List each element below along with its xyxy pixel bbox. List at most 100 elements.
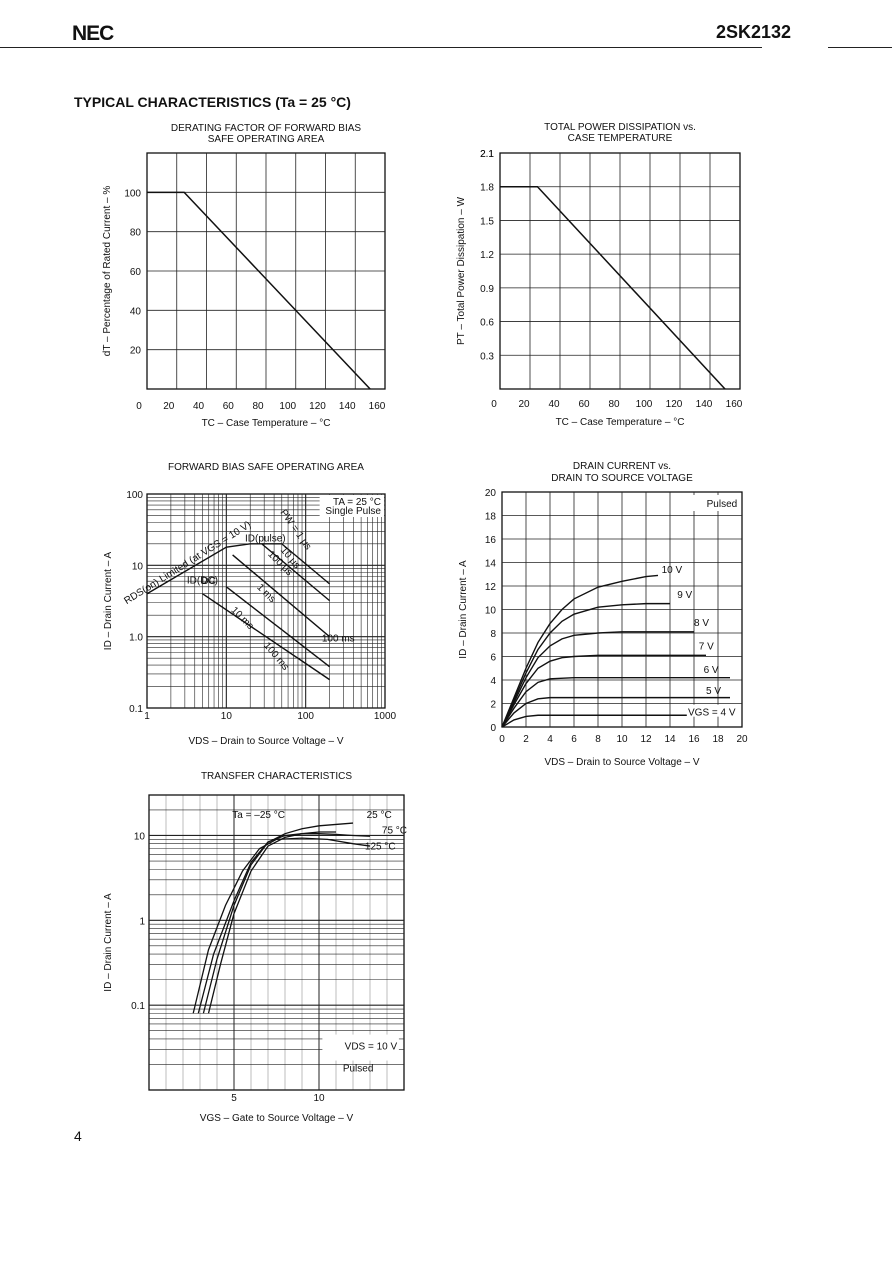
chart-title-5: TRANSFER CHARACTERISTICS [201, 771, 352, 782]
y-tick-label: 20 [130, 346, 142, 357]
x-tick-label: 10 [313, 1093, 325, 1104]
x-axis-label: VDS – Drain to Source Voltage – V [544, 757, 699, 768]
ambient-temp-label: TA = 25 °C [333, 497, 381, 508]
x-tick-label: 80 [252, 401, 264, 412]
vgs-label-bg [686, 704, 739, 717]
curve-label: 7 V [699, 641, 714, 652]
section-title: TYPICAL CHARACTERISTICS (Ta = 25 °C) [74, 94, 351, 110]
y-tick-label: 0.6 [480, 318, 494, 329]
curve-label: 8 V [694, 618, 709, 629]
x-tick-label: 0 [136, 401, 142, 412]
x-axis-label: TC – Case Temperature – °C [202, 418, 331, 429]
y-tick-label: 80 [130, 228, 142, 239]
y-tick-label: 40 [130, 306, 142, 317]
curve-label: 75 °C [382, 826, 407, 837]
soa-boundary [281, 543, 330, 585]
header-rule-right [828, 47, 892, 48]
id-curve [501, 714, 730, 728]
curve-label: 9 V [677, 590, 692, 601]
x-tick-label: 140 [339, 401, 356, 412]
y-tick-label: 1.8 [480, 183, 494, 194]
y-tick-label: 2.1 [480, 149, 494, 160]
y-axis-label: dT – Percentage of Rated Current – % [102, 186, 113, 357]
label-100ms: 100 ms [322, 634, 355, 645]
transfer-curve [197, 833, 371, 1014]
y-tick-label: 0.3 [480, 351, 494, 362]
id-curve [501, 676, 730, 728]
page-number: 4 [74, 1128, 82, 1144]
y-tick-label: 1 [139, 916, 145, 927]
y-tick-label: 1.5 [480, 216, 494, 227]
y-tick-label: 2.1 [480, 149, 494, 160]
y-tick-label: 14 [485, 559, 497, 570]
x-tick-label: 100 [279, 401, 296, 412]
y-tick-label: 20 [485, 488, 497, 499]
x-axis-label: VGS – Gate to Source Voltage – V [200, 1113, 354, 1124]
id-curve [501, 602, 670, 728]
y-axis-label: PT – Total Power Dissipation – W [456, 196, 467, 345]
curve-label: 125 °C [365, 842, 396, 853]
y-tick-label: 10 [485, 606, 497, 617]
y-tick-label: 12 [485, 582, 497, 593]
y-axis-label: ID – Drain Current – A [458, 560, 469, 659]
y-tick-label: 2 [490, 700, 496, 711]
curve-label: 5 V [706, 686, 721, 697]
x-tick-label: 4 [547, 734, 553, 745]
y-tick-label: 1.2 [480, 250, 494, 261]
x-axis-label: VDS – Drain to Source Voltage – V [188, 736, 343, 747]
x-tick-label: 160 [726, 399, 743, 410]
part-number: 2SK2132 [716, 22, 792, 42]
id-dc-label: ID(DC) [187, 575, 218, 586]
x-tick-label: 6 [571, 734, 577, 745]
plot-frame-3 [146, 493, 386, 709]
x-tick-label: 80 [608, 399, 620, 410]
id-pulse-label: ID(pulse) [245, 534, 286, 545]
x-tick-label: 16 [688, 734, 700, 745]
y-tick-label: 100 [124, 188, 141, 199]
chart-title-2: TOTAL POWER DISSIPATION vs. [544, 122, 696, 133]
x-tick-label: 140 [696, 399, 713, 410]
pulsed-label: Pulsed [343, 1064, 374, 1075]
transfer-curve [202, 822, 354, 1014]
x-tick-label: 100 [636, 399, 653, 410]
id-curve [501, 696, 730, 728]
y-axis-label: ID – Drain Current – A [103, 893, 114, 992]
id-curve [501, 631, 694, 728]
transfer-curve [207, 831, 336, 1014]
x-tick-label: 20 [518, 399, 530, 410]
x-tick-label: 100 [297, 711, 314, 722]
chart-title-2: CASE TEMPERATURE [568, 133, 673, 144]
y-tick-label: 60 [130, 267, 142, 278]
id-curve [501, 654, 706, 728]
soa-boundary [261, 543, 330, 602]
chart-title-4: DRAIN CURRENT vs. [573, 461, 671, 472]
x-tick-label: 120 [666, 399, 683, 410]
vds-condition-label: VDS = 10 V [345, 1042, 398, 1053]
x-tick-label: 0 [491, 399, 497, 410]
y-tick-label: 4 [490, 676, 496, 687]
soa-boundary [146, 543, 251, 595]
y-tick-label: 0.1 [131, 1001, 145, 1012]
y-tick-label: 100 [126, 490, 143, 501]
plot-frame-5 [148, 794, 405, 1091]
x-tick-label: 40 [548, 399, 560, 410]
label-10ms: 10 ms [229, 605, 256, 632]
x-tick-label: 1 [144, 711, 150, 722]
curve-label: Ta = –25 °C [232, 810, 285, 821]
chart-title-3: FORWARD BIAS SAFE OPERATING AREA [168, 462, 364, 473]
y-axis-label: ID – Drain Current – A [103, 551, 114, 650]
pulsed-label-bg [685, 495, 740, 511]
chart-title-1: DERATING FACTOR OF FORWARD BIAS [171, 123, 362, 134]
header-rule [0, 47, 762, 48]
x-tick-label: 160 [369, 401, 386, 412]
x-tick-label: 20 [736, 734, 748, 745]
y-tick-label: 8 [490, 629, 496, 640]
x-tick-label: 60 [578, 399, 590, 410]
curve-label: 25 °C [367, 810, 392, 821]
y-tick-label: 6 [490, 653, 496, 664]
x-tick-label: 1000 [374, 711, 397, 722]
chart-title-1: SAFE OPERATING AREA [208, 134, 325, 145]
y-tick-label: 16 [485, 535, 497, 546]
soa-boundary [225, 586, 330, 668]
